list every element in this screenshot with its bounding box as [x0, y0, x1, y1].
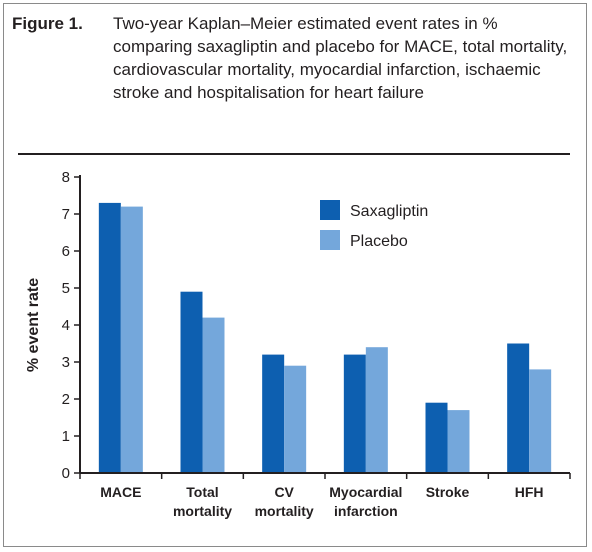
bar-placebo-2 [284, 365, 307, 473]
legend-label-saxagliptin: Saxagliptin [350, 203, 428, 220]
bar-placebo-3 [365, 347, 388, 473]
bar-saxagliptin-3 [343, 354, 366, 473]
legend-swatch-saxagliptin [320, 200, 340, 220]
x-category-label-2: CV mortality [255, 484, 314, 519]
bar-placebo-1 [202, 317, 225, 473]
figure-caption: Figure 1. Two-year Kaplan–Meier estimate… [12, 12, 572, 104]
figure-label: Figure 1. [12, 14, 83, 33]
bar-saxagliptin-0 [98, 202, 121, 473]
bar-saxagliptin-2 [262, 354, 285, 473]
x-category-label-1: Total mortality [173, 484, 232, 519]
y-tick-label-4: 4 [62, 317, 70, 334]
bar-placebo-0 [120, 206, 143, 473]
bar-saxagliptin-1 [180, 291, 203, 473]
x-category-label-5: HFH [515, 484, 544, 500]
axes-group: 0 1 2 3 4 5 6 7 8 MACE Total mortality CV mortality My… [62, 169, 571, 519]
bar-placebo-5 [529, 369, 552, 473]
y-tick-label-1: 1 [62, 428, 70, 445]
x-category-label-4: Stroke [426, 484, 470, 500]
x-category-label-3: Myocardial infarction [329, 484, 402, 519]
caption-divider [18, 153, 570, 155]
x-category-label-0: MACE [100, 484, 141, 500]
y-tick-label-0: 0 [62, 465, 70, 482]
y-tick-label-5: 5 [62, 280, 70, 297]
y-tick-label-2: 2 [62, 391, 70, 408]
y-tick-label-6: 6 [62, 243, 70, 260]
figure-caption-text: Two-year Kaplan–Meier estimated event ra… [113, 14, 568, 102]
bar-saxagliptin-5 [507, 343, 530, 473]
bar-chart: % event rate 0 1 2 3 4 5 6 7 8 MACE Total mortality… [25, 169, 571, 519]
y-tick-label-7: 7 [62, 206, 70, 223]
legend-swatch-placebo [320, 230, 340, 250]
legend-label-placebo: Placebo [350, 233, 408, 250]
bar-placebo-4 [447, 410, 470, 473]
bars-group [98, 202, 552, 473]
y-axis-label-group: % event rate [25, 278, 42, 372]
bar-saxagliptin-4 [425, 402, 448, 473]
y-tick-label-8: 8 [62, 169, 70, 186]
y-axis-label: % event rate [25, 278, 42, 372]
legend: Saxagliptin Placebo [320, 200, 428, 250]
y-tick-label-3: 3 [62, 354, 70, 371]
